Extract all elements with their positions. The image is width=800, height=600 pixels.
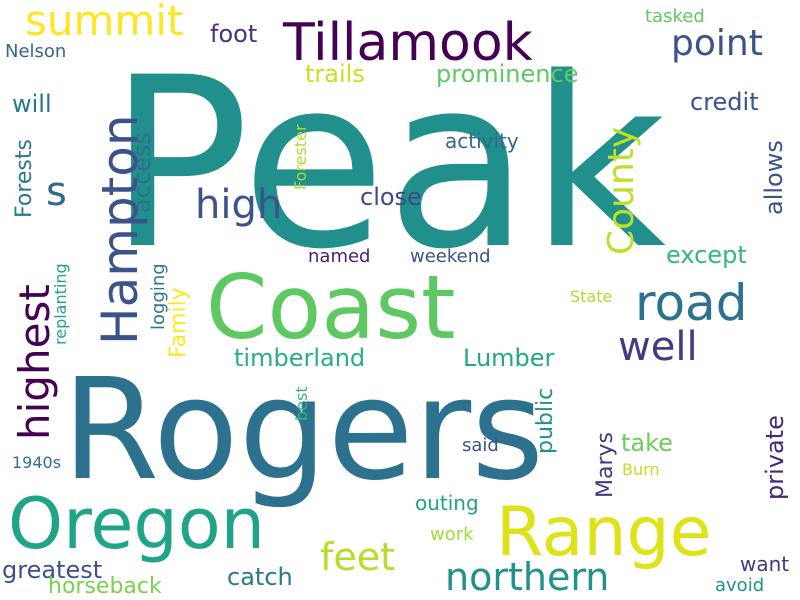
word-state: State <box>570 287 612 306</box>
word-weekend: weekend <box>410 246 491 267</box>
word-named: named <box>308 246 370 267</box>
word-best: best <box>292 386 311 421</box>
word-catch: catch <box>227 563 293 591</box>
word-public: public <box>533 388 558 454</box>
word-foot: foot <box>210 20 257 48</box>
word-will: will <box>12 90 52 118</box>
word-burn: Burn <box>622 460 660 479</box>
word-highest: highest <box>10 284 59 440</box>
word-want: want <box>740 552 789 576</box>
word-tasked: tasked <box>645 6 705 27</box>
word-family: Family <box>166 287 191 358</box>
word-logging: logging <box>148 263 169 330</box>
word-well: well <box>618 324 698 370</box>
word-peak: Peak <box>108 28 666 301</box>
word-prominence: prominence <box>436 60 578 88</box>
word-access: access <box>128 132 156 213</box>
word-greatest: greatest <box>2 556 102 584</box>
word-avoid: avoid <box>715 575 764 596</box>
word-northern: northern <box>445 555 609 599</box>
word-private: private <box>761 415 789 500</box>
word-activity: activity <box>445 129 519 153</box>
word-credit: credit <box>690 88 759 116</box>
word-outing: outing <box>415 491 479 515</box>
word-1940s: 1940s <box>12 453 61 472</box>
word-feet: feet <box>320 535 395 579</box>
word-nelson: Nelson <box>5 41 66 62</box>
word-rogers: Rogers <box>62 349 544 512</box>
word-hampton: Hampton <box>91 114 149 345</box>
word-tillamook: Tillamook <box>282 13 533 73</box>
word-s: s <box>46 169 67 215</box>
word-county: County <box>601 127 642 255</box>
word-horseback: horseback <box>48 574 162 599</box>
word-except: except <box>666 241 747 269</box>
word-coast: Coast <box>206 256 456 359</box>
word-summit: summit <box>25 0 183 45</box>
word-high: high <box>195 182 282 228</box>
word-point: point <box>671 23 763 64</box>
word-forester: Forester <box>291 124 310 190</box>
word-range: Range <box>496 493 712 572</box>
word-trails: trails <box>305 60 365 88</box>
word-close: close <box>360 183 422 211</box>
word-marys: Marys <box>593 432 618 498</box>
word-forests: Forests <box>12 139 37 218</box>
word-allows: allows <box>760 140 788 215</box>
word-timberland: timberland <box>234 344 365 372</box>
word-oregon: Oregon <box>8 483 265 565</box>
word-take: take <box>621 429 673 457</box>
word-work: work <box>430 524 474 545</box>
word-road: road <box>635 274 747 332</box>
word-said: said <box>462 435 499 456</box>
word-replanting: replanting <box>51 263 70 345</box>
word-lumber: Lumber <box>463 344 555 372</box>
